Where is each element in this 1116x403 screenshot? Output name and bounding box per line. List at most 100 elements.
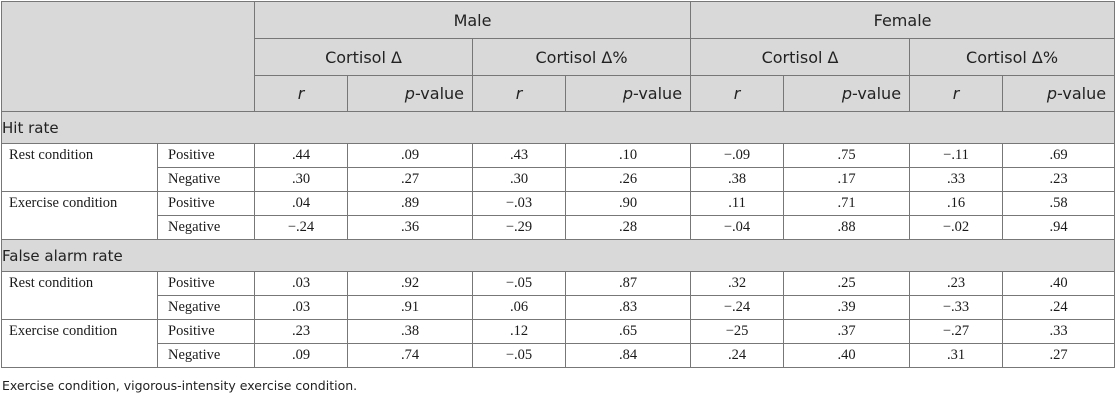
p-value-cell: .69 xyxy=(1002,143,1116,168)
r-value-cell: .03 xyxy=(254,295,348,320)
table-row: Exercise condition Positive .04.89 −.03.90.… xyxy=(1,191,1116,240)
r-value-cell: −.29 xyxy=(472,215,566,240)
table-row: Negative .03.91.06.83 −.24.39 −.33.24 xyxy=(2,295,1116,320)
p-value-cell: .71 xyxy=(783,191,911,216)
r-value-cell: .23 xyxy=(254,319,348,344)
p-value-cell: .24 xyxy=(1002,295,1116,320)
r-value-cell: −.11 xyxy=(909,143,1004,168)
r-value-cell: .38 xyxy=(690,167,785,192)
section-row: Hit rate xyxy=(0,111,1116,144)
r-value-cell: .16 xyxy=(909,191,1004,216)
correlation-table: Male Female Cortisol Δ Cortisol Δ% Corti… xyxy=(0,1,1116,368)
measure-header: Cortisol Δ xyxy=(254,38,473,76)
column-header-row: r p-value r p-value r p-value r p-value xyxy=(2,75,1116,112)
r-value-cell: −.27 xyxy=(909,319,1004,344)
condition-label: Rest condition xyxy=(1,271,158,320)
r-value-cell: −25 xyxy=(690,319,785,344)
p-value-cell: .26 xyxy=(564,167,692,192)
p-value-suffix: -value xyxy=(414,84,464,103)
p-value-cell: .88 xyxy=(783,215,911,240)
p-value-cell: .38 xyxy=(347,319,473,344)
p-italic-label: p xyxy=(622,84,633,103)
p-value-cell: .74 xyxy=(347,343,473,368)
column-header-p-value: p-value xyxy=(1002,75,1116,112)
r-value-cell: .04 xyxy=(254,191,348,216)
p-value-cell: .39 xyxy=(783,295,911,320)
section-row: False alarm rate xyxy=(0,239,1116,272)
r-value-cell: .43 xyxy=(472,143,566,168)
valence-label: Negative xyxy=(157,167,255,192)
table-row: Exercise condition Positive .23.38.12.65 −2… xyxy=(1,319,1116,368)
p-value-cell: .94 xyxy=(1002,215,1116,240)
column-header-r: r xyxy=(690,75,785,112)
r-value-cell: −.02 xyxy=(909,215,1004,240)
p-value-cell: .27 xyxy=(347,167,473,192)
p-italic-label: p xyxy=(841,84,852,103)
p-italic-label: p xyxy=(404,84,415,103)
p-value-cell: .33 xyxy=(1002,319,1116,344)
p-value-cell: .89 xyxy=(347,191,473,216)
r-value-cell: −.24 xyxy=(254,215,348,240)
column-header-p-value: p-value xyxy=(564,75,692,112)
p-value-cell: .91 xyxy=(347,295,473,320)
r-value-cell: .30 xyxy=(254,167,348,192)
measure-header: Cortisol Δ xyxy=(690,38,911,76)
p-value-cell: .37 xyxy=(783,319,911,344)
valence-label: Positive xyxy=(157,143,255,168)
p-value-cell: .09 xyxy=(347,143,473,168)
measure-header: Cortisol Δ% xyxy=(471,38,692,76)
r-value-cell: −.09 xyxy=(690,143,785,168)
r-value-cell: .44 xyxy=(254,143,348,168)
condition-label: Exercise condition xyxy=(1,319,158,368)
r-value-cell: .06 xyxy=(472,295,566,320)
condition-label: Exercise condition xyxy=(1,191,158,240)
valence-label: Positive xyxy=(157,271,255,296)
p-value-suffix: -value xyxy=(1057,84,1107,103)
table-row: Negative .09.74 −.05.84.24.40.31.27 xyxy=(2,343,1116,368)
p-value-cell: .87 xyxy=(564,271,692,296)
valence-label: Negative xyxy=(157,215,255,240)
r-value-cell: .03 xyxy=(254,271,348,296)
p-italic-label: p xyxy=(1046,84,1058,103)
p-value-cell: .27 xyxy=(1002,343,1116,368)
p-value-cell: .36 xyxy=(347,215,473,240)
column-header-r: r xyxy=(254,75,348,112)
column-header-r: r xyxy=(909,75,1004,112)
r-value-cell: −.03 xyxy=(472,191,566,216)
valence-label: Positive xyxy=(157,191,255,216)
r-value-cell: .24 xyxy=(690,343,785,368)
condition-label: Rest condition xyxy=(1,143,158,192)
table-row: Rest condition Positive .44.09.43.10 −.09.7… xyxy=(1,143,1116,192)
column-header-p-value: p-value xyxy=(347,75,473,112)
table-row: Negative .30.27.30.26.38.17.33.23 xyxy=(2,167,1116,192)
table-row: Negative −.24.36 −.29.28 −.04.88 −.02.94 xyxy=(2,215,1116,240)
p-value-cell: .83 xyxy=(564,295,692,320)
r-value-cell: .31 xyxy=(909,343,1004,368)
group-header-female: Female xyxy=(690,1,1116,39)
r-value-cell: .12 xyxy=(472,319,566,344)
p-value-suffix: -value xyxy=(851,84,902,103)
group-header-male: Male xyxy=(253,1,692,39)
p-value-cell: .23 xyxy=(1002,167,1116,192)
p-value-cell: .40 xyxy=(783,343,911,368)
section-title: False alarm rate xyxy=(0,239,1116,272)
measure-header: Cortisol Δ% xyxy=(909,38,1116,76)
p-value-cell: .25 xyxy=(783,271,911,296)
p-value-cell: .90 xyxy=(564,191,692,216)
r-value-cell: .30 xyxy=(472,167,566,192)
table-header: Male Female Cortisol Δ Cortisol Δ% Corti… xyxy=(1,1,1116,112)
r-value-cell: −.04 xyxy=(690,215,785,240)
p-value-cell: .84 xyxy=(564,343,692,368)
p-value-cell: .75 xyxy=(783,143,911,168)
r-value-cell: −.33 xyxy=(909,295,1004,320)
r-value-cell: .23 xyxy=(909,271,1004,296)
r-value-cell: .11 xyxy=(690,191,785,216)
p-value-cell: .65 xyxy=(564,319,692,344)
table-body: Hit rate Rest condition Positive .44.09.43.… xyxy=(0,111,1116,368)
valence-label: Positive xyxy=(157,319,255,344)
r-value-cell: −.05 xyxy=(472,343,566,368)
column-header-r: r xyxy=(472,75,566,112)
column-header-p-value: p-value xyxy=(783,75,911,112)
table-row: Rest condition Positive .03.92 −.05.87.32.2… xyxy=(1,271,1116,320)
valence-label: Negative xyxy=(157,295,255,320)
